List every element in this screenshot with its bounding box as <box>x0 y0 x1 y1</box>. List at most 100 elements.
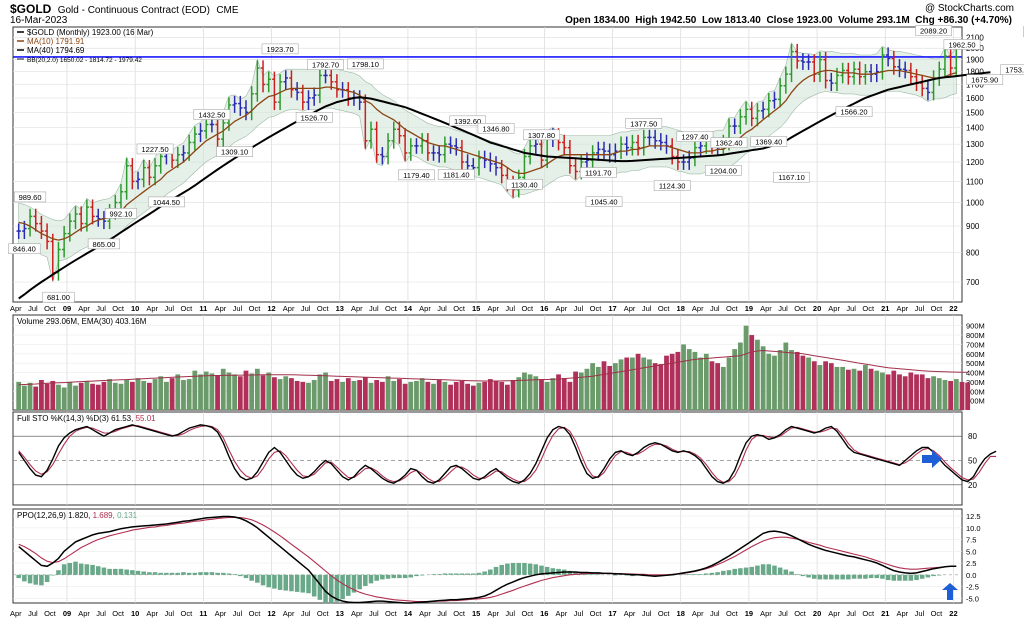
ppo-hist-bar <box>22 574 27 582</box>
ppo-hist-bar <box>130 570 135 575</box>
volume-bar <box>539 379 544 410</box>
ppo-hist-bar <box>539 565 544 575</box>
price-tick-label: 2100 <box>966 33 984 42</box>
price-tick-label: 1900 <box>966 56 984 65</box>
x-tick-label: Apr <box>487 609 499 618</box>
volume-bar <box>397 379 402 410</box>
ppo-hist-bar <box>67 562 73 575</box>
x-tick-label: 22 <box>949 304 957 313</box>
x-tick-label: Jul <box>96 609 106 618</box>
x-tick-label: 18 <box>677 304 685 313</box>
ppo-hist-bar <box>419 574 425 576</box>
volume-bar <box>840 366 846 410</box>
price-bar <box>204 116 209 139</box>
price-bar <box>192 126 198 151</box>
x-tick-label: Oct <box>385 304 398 313</box>
ppo-hist-bar <box>380 574 385 580</box>
x-tick-label: Jul <box>846 304 856 313</box>
price-bar <box>732 118 737 135</box>
ppo-hist-bar <box>550 568 556 575</box>
volume-bar <box>652 363 658 410</box>
ppo-hist-bar <box>459 573 465 575</box>
x-tick-label: Oct <box>931 609 944 618</box>
ppo-hist-bar <box>885 574 891 581</box>
price-bar <box>73 206 78 230</box>
annotation-label: 1798.10 <box>352 60 379 69</box>
x-tick-label: 11 <box>199 304 207 313</box>
ppo-tick-label: 5.0 <box>966 547 976 556</box>
volume-bar <box>897 374 902 410</box>
volume-bar <box>203 371 209 410</box>
price-bar <box>130 158 135 190</box>
annotation-box <box>104 208 138 219</box>
price-tick-label: 1000 <box>966 199 984 208</box>
x-tick-label: 10 <box>131 304 139 313</box>
price-bar <box>243 100 249 121</box>
price-bar <box>294 82 300 101</box>
volume-bar <box>459 380 465 410</box>
volume-bar <box>487 379 493 410</box>
annotation-box <box>750 136 788 147</box>
annotation-label: 1227.50 <box>142 145 169 154</box>
annotation-label: 1675.90 <box>971 76 998 85</box>
price-tick-label: 1700 <box>966 80 984 89</box>
price-bar <box>90 199 95 225</box>
annotation-label: 1566.20 <box>840 108 867 117</box>
price-bar <box>635 134 641 156</box>
volume-bar <box>33 386 39 410</box>
annotation-box <box>943 39 981 50</box>
volume-bar <box>584 368 590 410</box>
volume-bar <box>772 355 777 410</box>
ppo-hist-bar <box>323 574 328 604</box>
price-bar <box>147 159 152 186</box>
annotation-label: 1179.40 <box>403 171 430 180</box>
volume-bar <box>959 381 965 410</box>
ppo-hist-bar <box>590 574 595 575</box>
price-bar <box>562 134 567 156</box>
ppo-hist-bar <box>385 574 391 579</box>
x-tick-label: Jul <box>710 304 720 313</box>
x-tick-label: Apr <box>487 304 499 313</box>
ppo-hist-bar <box>829 574 834 580</box>
ppo-hist-bar <box>936 574 942 576</box>
ppo-hist-bar <box>471 573 476 575</box>
ppo-hist-bar <box>203 572 209 575</box>
price-bar <box>687 150 692 170</box>
ppo-hist-bar <box>704 573 709 575</box>
ppo-hist-bar <box>567 570 573 575</box>
annotation-box <box>585 196 623 207</box>
annotation-box <box>676 131 714 142</box>
volume-bar <box>448 384 453 410</box>
x-tick-label: Apr <box>828 609 840 618</box>
annotation-label: 1377.50 <box>630 119 657 128</box>
volume-bar <box>442 381 448 410</box>
ppo-hist-bar <box>147 572 152 575</box>
price-tick-label: 1800 <box>966 68 984 77</box>
annotation-box <box>915 25 952 36</box>
ppo-hist-bar <box>613 574 618 576</box>
x-tick-label: Apr <box>760 609 772 618</box>
ppo-tick-label: 12.5 <box>966 512 981 521</box>
annotation-label: 1392.60 <box>454 117 481 126</box>
ppo-hist-bar <box>834 574 840 580</box>
open-value: 1834.00 <box>593 15 630 26</box>
ppo-hist-bar <box>914 574 919 581</box>
x-tick-label: Apr <box>419 609 431 618</box>
volume-bar <box>607 365 613 410</box>
annotation-box <box>966 74 1004 85</box>
price-bar <box>402 128 408 161</box>
x-tick-label: Jul <box>574 609 584 618</box>
bb-legend: BB(20,2.0) 1650.02 - 1814.72 - 1979.42 <box>27 57 142 64</box>
x-tick-label: 13 <box>336 609 344 618</box>
price-bar <box>738 109 743 135</box>
ppo-hist-bar <box>857 574 862 579</box>
ppo-hist-bar <box>164 572 169 575</box>
ma10-line <box>18 69 957 241</box>
volume-bar <box>50 380 56 410</box>
x-tick-label: 22 <box>949 609 957 618</box>
volume-bar <box>283 376 289 410</box>
volume-bar <box>186 379 192 410</box>
volume-bar <box>800 355 806 410</box>
ppo-hist-bar <box>186 572 192 575</box>
volume-bar <box>67 381 73 410</box>
